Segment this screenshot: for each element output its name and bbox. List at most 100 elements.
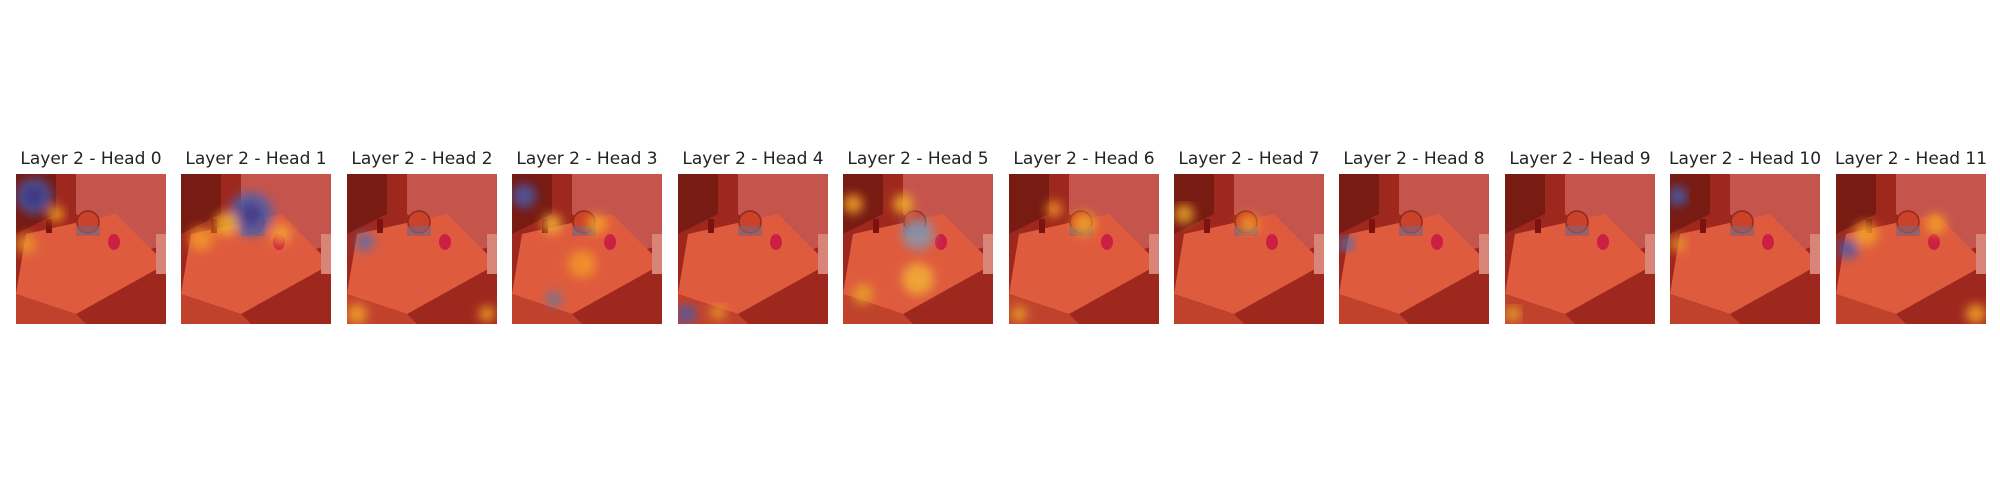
attention-overlay bbox=[1838, 214, 1986, 324]
attention-panel: Layer 2 - Head 0 bbox=[15, 148, 167, 324]
attention-overlay bbox=[1670, 186, 1688, 252]
attention-panel: Layer 2 - Head 6 bbox=[1008, 148, 1160, 324]
scene-counter-front bbox=[1505, 294, 1575, 324]
attention-overlay bbox=[1505, 306, 1521, 322]
scene-countertop bbox=[16, 214, 166, 314]
scene-counter-front bbox=[16, 294, 86, 324]
heat-tint bbox=[1009, 174, 1159, 324]
attention-hotspot bbox=[356, 233, 374, 251]
attention-panel: Layer 2 - Head 7 bbox=[1173, 148, 1325, 324]
attention-overlay bbox=[512, 184, 607, 306]
scene-cabinet bbox=[321, 234, 331, 274]
scene-bottle bbox=[1597, 234, 1609, 250]
panel-title: Layer 2 - Head 7 bbox=[1178, 149, 1320, 169]
attention-hotspot bbox=[1239, 214, 1259, 234]
panel-title: Layer 2 - Head 9 bbox=[1509, 149, 1651, 169]
scene-mat bbox=[1896, 226, 1920, 236]
scene-object bbox=[1204, 219, 1210, 233]
scene-wall bbox=[903, 174, 993, 254]
scene-object bbox=[1369, 219, 1375, 233]
scene-counter-front bbox=[512, 294, 582, 324]
attention-hotspot bbox=[568, 250, 596, 278]
heat-tint bbox=[1670, 174, 1820, 324]
attention-overlay bbox=[189, 192, 291, 251]
heat-tint bbox=[347, 174, 497, 324]
attention-hotspot bbox=[710, 304, 726, 320]
scene-cabinet bbox=[1479, 234, 1489, 274]
scene-object bbox=[873, 219, 879, 233]
attention-hotspot bbox=[1505, 306, 1521, 322]
attention-hotspot bbox=[893, 194, 913, 214]
scene-counter-front bbox=[1836, 294, 1906, 324]
attention-hotspot bbox=[547, 292, 561, 306]
attention-heatmap-image bbox=[1339, 174, 1489, 324]
panel-title: Layer 2 - Head 8 bbox=[1343, 149, 1485, 169]
scene-cabinet bbox=[652, 234, 662, 274]
heat-tint bbox=[1505, 174, 1655, 324]
attention-hotspot bbox=[189, 227, 213, 251]
panel-title: Layer 2 - Head 1 bbox=[185, 149, 327, 169]
attention-hotspot bbox=[512, 184, 536, 208]
attention-hotspot bbox=[1670, 236, 1686, 252]
attention-panel: Layer 2 - Head 3 bbox=[511, 148, 663, 324]
heat-tint bbox=[1836, 174, 1986, 324]
scene-bottle bbox=[1431, 234, 1443, 250]
scene-wall bbox=[1069, 174, 1159, 254]
scene-object bbox=[377, 219, 383, 233]
attention-hotspot bbox=[1838, 239, 1858, 259]
scene-cabinet bbox=[1314, 234, 1324, 274]
scene-wall bbox=[1896, 174, 1986, 254]
attention-hotspot bbox=[1670, 186, 1688, 206]
attention-heatmap-image bbox=[1836, 174, 1986, 324]
scene-wall bbox=[76, 174, 166, 254]
scene-wall bbox=[241, 174, 331, 254]
scene-object bbox=[1700, 219, 1706, 233]
panel-title: Layer 2 - Head 5 bbox=[847, 149, 989, 169]
heat-tint bbox=[843, 174, 993, 324]
attention-overlay bbox=[678, 304, 726, 324]
scene-countertop bbox=[1174, 214, 1324, 314]
scene-object bbox=[1039, 219, 1045, 233]
attention-hotspot bbox=[271, 224, 291, 244]
attention-hotspot bbox=[214, 212, 238, 236]
scene-bottle bbox=[1101, 234, 1113, 250]
scene-countertop bbox=[1009, 214, 1159, 314]
heat-tint bbox=[678, 174, 828, 324]
attention-hotspot bbox=[1966, 304, 1986, 324]
scene-wall bbox=[1730, 174, 1820, 254]
attention-overlay bbox=[16, 178, 64, 254]
scene-cabinet bbox=[1645, 234, 1655, 274]
scene-cabinet bbox=[1149, 234, 1159, 274]
panel-title: Layer 2 - Head 4 bbox=[682, 149, 824, 169]
panel-title: Layer 2 - Head 11 bbox=[1835, 149, 1988, 169]
scene-bottle bbox=[1928, 234, 1940, 250]
scene-countertop bbox=[181, 214, 331, 314]
attention-panel: Layer 2 - Head 4 bbox=[677, 148, 829, 324]
scene-mat bbox=[1399, 226, 1423, 236]
attention-hotspot bbox=[1854, 222, 1878, 246]
attention-overlay bbox=[347, 233, 495, 324]
attention-hotspot bbox=[542, 214, 562, 234]
attention-heatmap-image bbox=[1670, 174, 1820, 324]
attention-hotspot bbox=[1011, 306, 1027, 322]
attention-hotspot bbox=[902, 218, 934, 250]
scene-countertop bbox=[678, 214, 828, 314]
attention-hotspot bbox=[1174, 204, 1194, 224]
scene-countertop bbox=[347, 214, 497, 314]
attention-hotspot bbox=[843, 194, 863, 214]
scene-mat bbox=[572, 226, 596, 236]
scene-cabinet bbox=[818, 234, 828, 274]
attention-hotspot bbox=[902, 263, 934, 295]
scene-object bbox=[1535, 219, 1541, 233]
attention-overlay bbox=[843, 194, 934, 304]
panel-title: Layer 2 - Head 3 bbox=[516, 149, 658, 169]
scene-object bbox=[211, 219, 217, 233]
scene-cabinet bbox=[487, 234, 497, 274]
attention-overlay bbox=[1339, 236, 1355, 252]
attention-panel: Layer 2 - Head 8 bbox=[1338, 148, 1490, 324]
attention-hotspot bbox=[1072, 212, 1096, 236]
attention-panel: Layer 2 - Head 5 bbox=[842, 148, 994, 324]
attention-panel: Layer 2 - Head 1 bbox=[180, 148, 332, 324]
scene-wall bbox=[738, 174, 828, 254]
